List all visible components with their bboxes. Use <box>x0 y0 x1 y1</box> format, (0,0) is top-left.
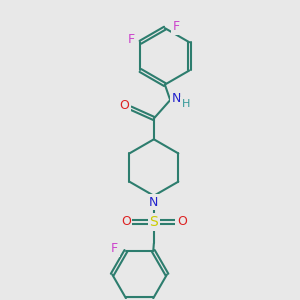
Text: F: F <box>111 242 118 255</box>
Text: F: F <box>128 33 135 46</box>
Text: H: H <box>182 99 190 109</box>
Text: N: N <box>172 92 182 105</box>
Text: O: O <box>177 215 187 228</box>
Text: F: F <box>172 20 180 33</box>
Text: S: S <box>149 215 158 229</box>
Text: N: N <box>149 196 159 209</box>
Text: O: O <box>119 99 129 112</box>
Text: O: O <box>121 215 131 228</box>
